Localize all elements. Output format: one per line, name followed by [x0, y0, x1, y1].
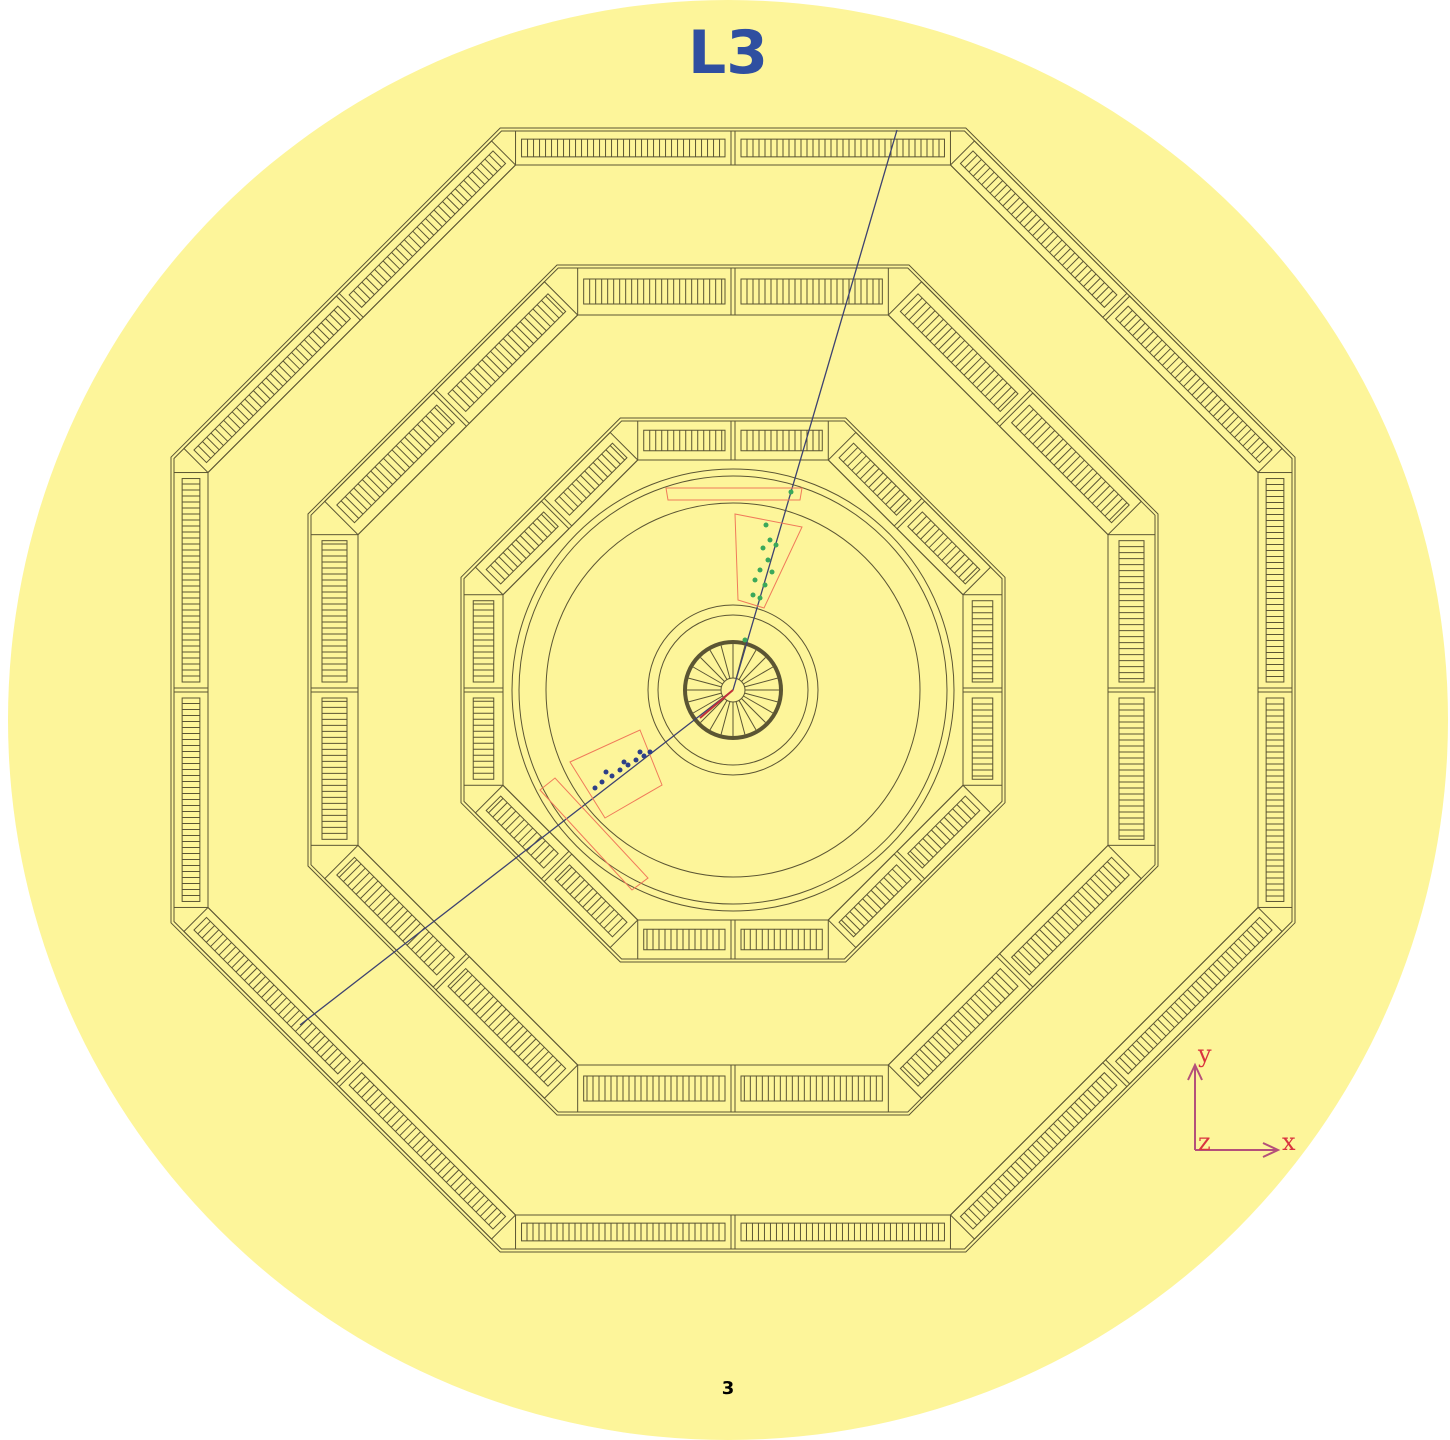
hit	[648, 750, 653, 755]
hit	[758, 596, 763, 601]
hit	[618, 768, 623, 773]
page-number: 3	[722, 1378, 735, 1399]
hit	[766, 558, 771, 563]
hit	[774, 543, 779, 548]
axis-label: y	[1197, 1040, 1212, 1068]
hit	[604, 770, 609, 775]
hit	[768, 538, 773, 543]
background-disc	[8, 0, 1448, 1440]
hit	[743, 638, 748, 643]
hit	[626, 763, 631, 768]
hit	[634, 758, 639, 763]
hit	[600, 780, 605, 785]
hit	[751, 593, 756, 598]
axis-label: x	[1282, 1128, 1296, 1156]
event-display: y z x L3 3	[0, 0, 1450, 1440]
page: {"title": "L3", "page_number": "3", "axe…	[0, 0, 1450, 1440]
hit	[763, 583, 768, 588]
hit	[610, 774, 615, 779]
hit	[758, 568, 763, 573]
hit	[789, 490, 794, 495]
axis-label: z	[1198, 1128, 1211, 1156]
hit	[761, 546, 766, 551]
hit	[593, 786, 598, 791]
hit	[770, 570, 775, 575]
title: L3	[688, 18, 768, 88]
hit	[622, 760, 627, 765]
hit	[764, 523, 769, 528]
hit	[753, 578, 758, 583]
hit	[638, 750, 643, 755]
hit	[642, 754, 647, 759]
